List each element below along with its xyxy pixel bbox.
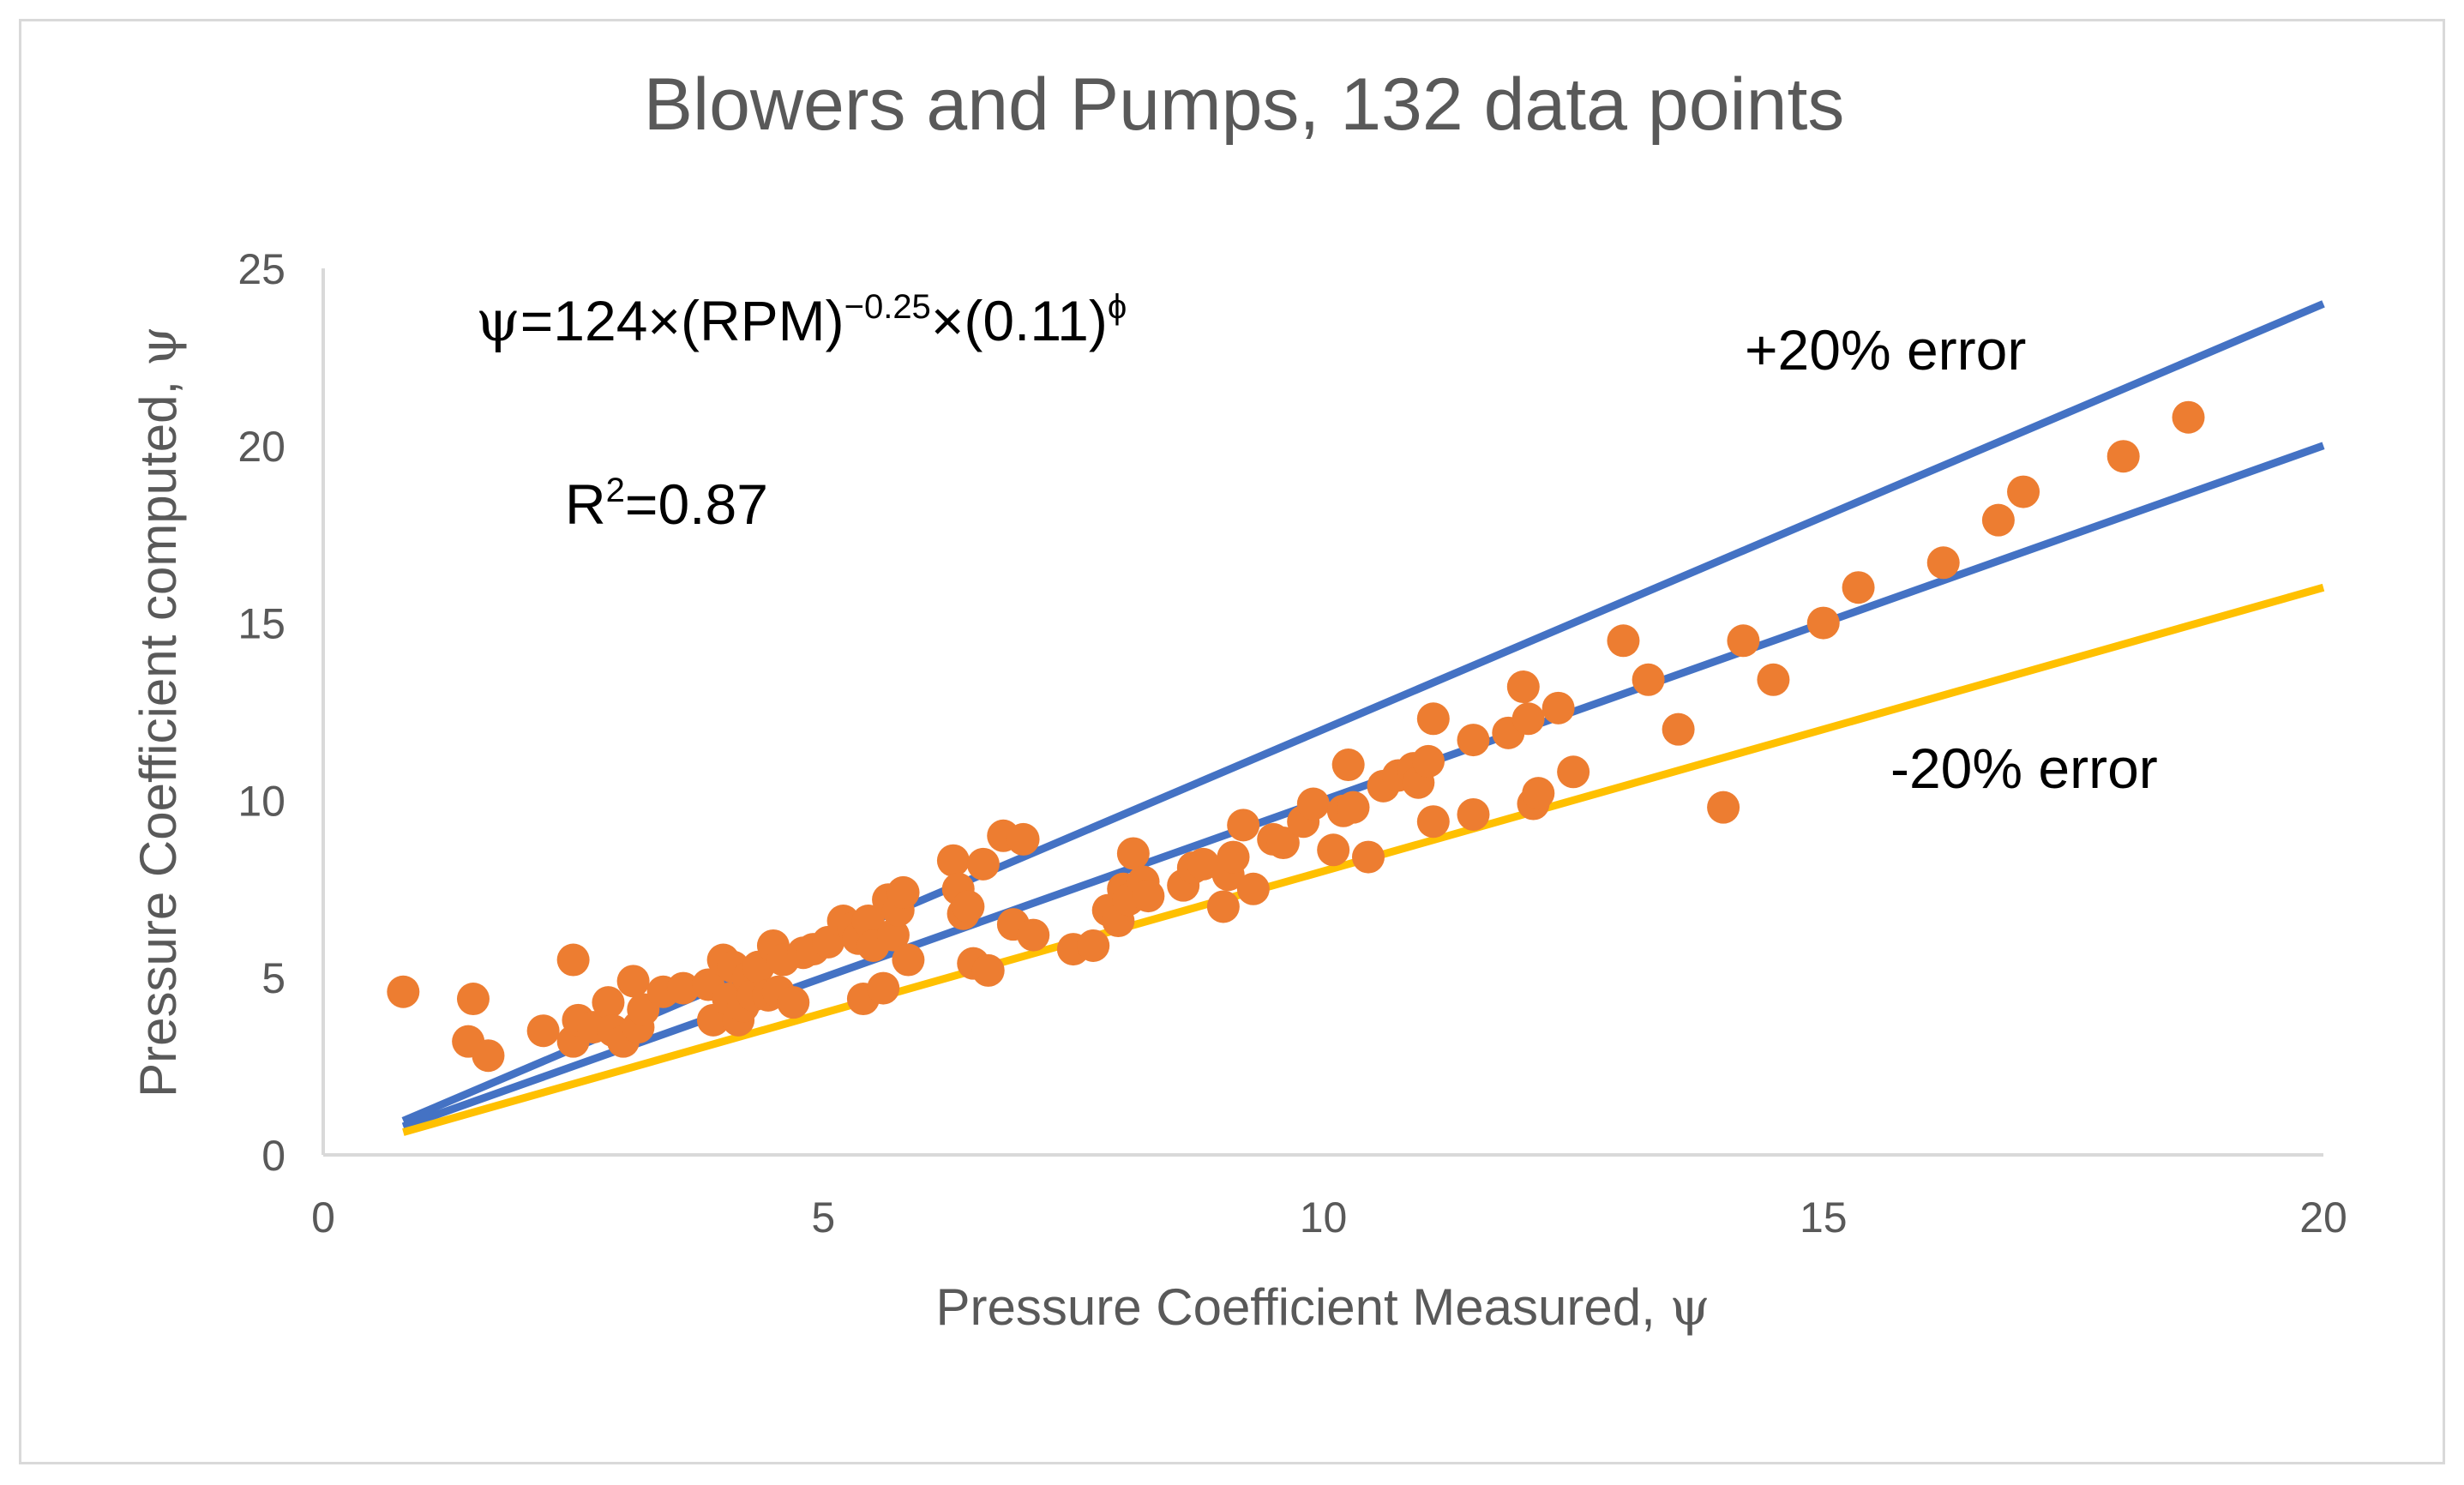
y-tick-label: 20 [237, 423, 285, 471]
data-point [851, 905, 885, 938]
data-point [1506, 670, 1540, 704]
x-tick-label: 10 [1300, 1193, 1348, 1242]
r-squared-annotation: R2=0.87 [565, 472, 768, 536]
data-point [886, 875, 920, 909]
r-squared-exp: 2 [606, 472, 625, 509]
data-point [1662, 712, 1695, 746]
data-point [2106, 440, 2140, 473]
data-point [1632, 663, 1665, 696]
data-point [472, 1039, 505, 1073]
data-point [592, 986, 625, 1019]
chart-frame: Blowers and Pumps, 132 data points 0 5 10 1… [19, 19, 2445, 1464]
x-tick-label: 15 [1800, 1193, 1848, 1242]
plus-20-error-label: +20% error [1745, 318, 2026, 382]
data-point [1981, 503, 2015, 537]
data-point [936, 844, 970, 877]
data-point [1017, 918, 1050, 952]
r-squared-value: =0.87 [625, 472, 768, 536]
data-point [556, 943, 590, 977]
x-tick-label: 0 [311, 1193, 335, 1242]
data-point [1416, 805, 1450, 839]
data-point [1806, 606, 1840, 640]
data-point [1116, 837, 1150, 870]
data-point [1206, 890, 1240, 923]
reference-lines [401, 300, 2325, 1136]
data-point [777, 986, 810, 1019]
x-tick-labels: 0 5 10 15 20 [311, 1193, 2347, 1242]
data-point [952, 890, 985, 923]
data-point [526, 1014, 560, 1048]
data-point [1416, 702, 1450, 736]
chart-title: Blowers and Pumps, 132 data points [644, 63, 1845, 146]
data-point [1727, 624, 1760, 658]
equation-exponent: −0.25 [844, 288, 931, 326]
x-axis-title-text: Pressure Coefficient Measured, [935, 1278, 1669, 1336]
y-tick-labels: 0 5 10 15 20 25 [237, 245, 285, 1180]
data-point [966, 847, 1000, 881]
data-point [1757, 663, 1790, 696]
data-point [1351, 840, 1385, 874]
data-point [1842, 571, 1875, 604]
data-point [1331, 749, 1365, 782]
x-axis-title: Pressure Coefficient Measured, ψ [935, 1278, 1710, 1338]
y-axis-psi-symbol: ψ [129, 326, 189, 366]
y-tick-label: 5 [261, 954, 285, 1002]
data-point [1557, 755, 1590, 789]
data-point [2172, 400, 2205, 434]
equation-middle: ×(0.11) [931, 289, 1108, 352]
equation-prefix: =124×(RPM) [520, 289, 844, 352]
equation-phi: ϕ [1108, 288, 1127, 326]
data-point [1707, 791, 1740, 824]
data-point [666, 971, 700, 1005]
data-point [1457, 724, 1490, 757]
data-point [876, 918, 910, 952]
equation-annotation: ψ=124×(RPM)−0.25×(0.11)ϕ [476, 288, 1127, 354]
data-point [1317, 833, 1350, 867]
data-point [1607, 624, 1640, 658]
data-point [616, 965, 650, 998]
data-point [1337, 791, 1370, 824]
chart-svg: Blowers and Pumps, 132 data points 0 5 10 1… [129, 63, 2347, 1338]
data-point [2007, 475, 2040, 508]
r-squared-base: R [565, 472, 606, 536]
x-tick-label: 5 [811, 1193, 835, 1242]
equation-psi: ψ [476, 288, 520, 354]
data-point [1511, 702, 1545, 736]
y-axis-title: Pressure Coefficient computed, ψ [129, 326, 189, 1097]
x-tick-label: 20 [2299, 1193, 2347, 1242]
y-tick-label: 25 [237, 245, 285, 293]
y-tick-label: 10 [237, 777, 285, 825]
data-point [892, 943, 925, 977]
data-point [1077, 929, 1110, 962]
data-point [387, 975, 420, 1008]
data-point [1411, 744, 1445, 778]
data-point [971, 953, 1005, 987]
y-tick-label: 15 [237, 600, 285, 648]
data-points [387, 400, 2205, 1073]
data-point [1217, 840, 1250, 874]
x-axis-psi-symbol: ψ [1669, 1278, 1710, 1338]
data-point [1926, 546, 1960, 580]
y-axis-title-text: Pressure Coefficient computed, [129, 366, 187, 1097]
axes [322, 268, 2323, 1157]
data-point [1522, 777, 1555, 810]
data-point [1542, 691, 1575, 724]
data-point [1457, 797, 1490, 831]
y-tick-label: 0 [261, 1132, 285, 1180]
data-point [1266, 827, 1300, 860]
data-point [867, 971, 900, 1005]
minus-20-error-label: -20% error [1890, 736, 2158, 800]
data-point [1187, 847, 1220, 881]
data-point [1296, 787, 1330, 821]
data-point [456, 983, 490, 1016]
data-point [1132, 880, 1165, 913]
data-point [1236, 872, 1270, 905]
data-point [1227, 809, 1260, 842]
data-point [1007, 822, 1040, 856]
